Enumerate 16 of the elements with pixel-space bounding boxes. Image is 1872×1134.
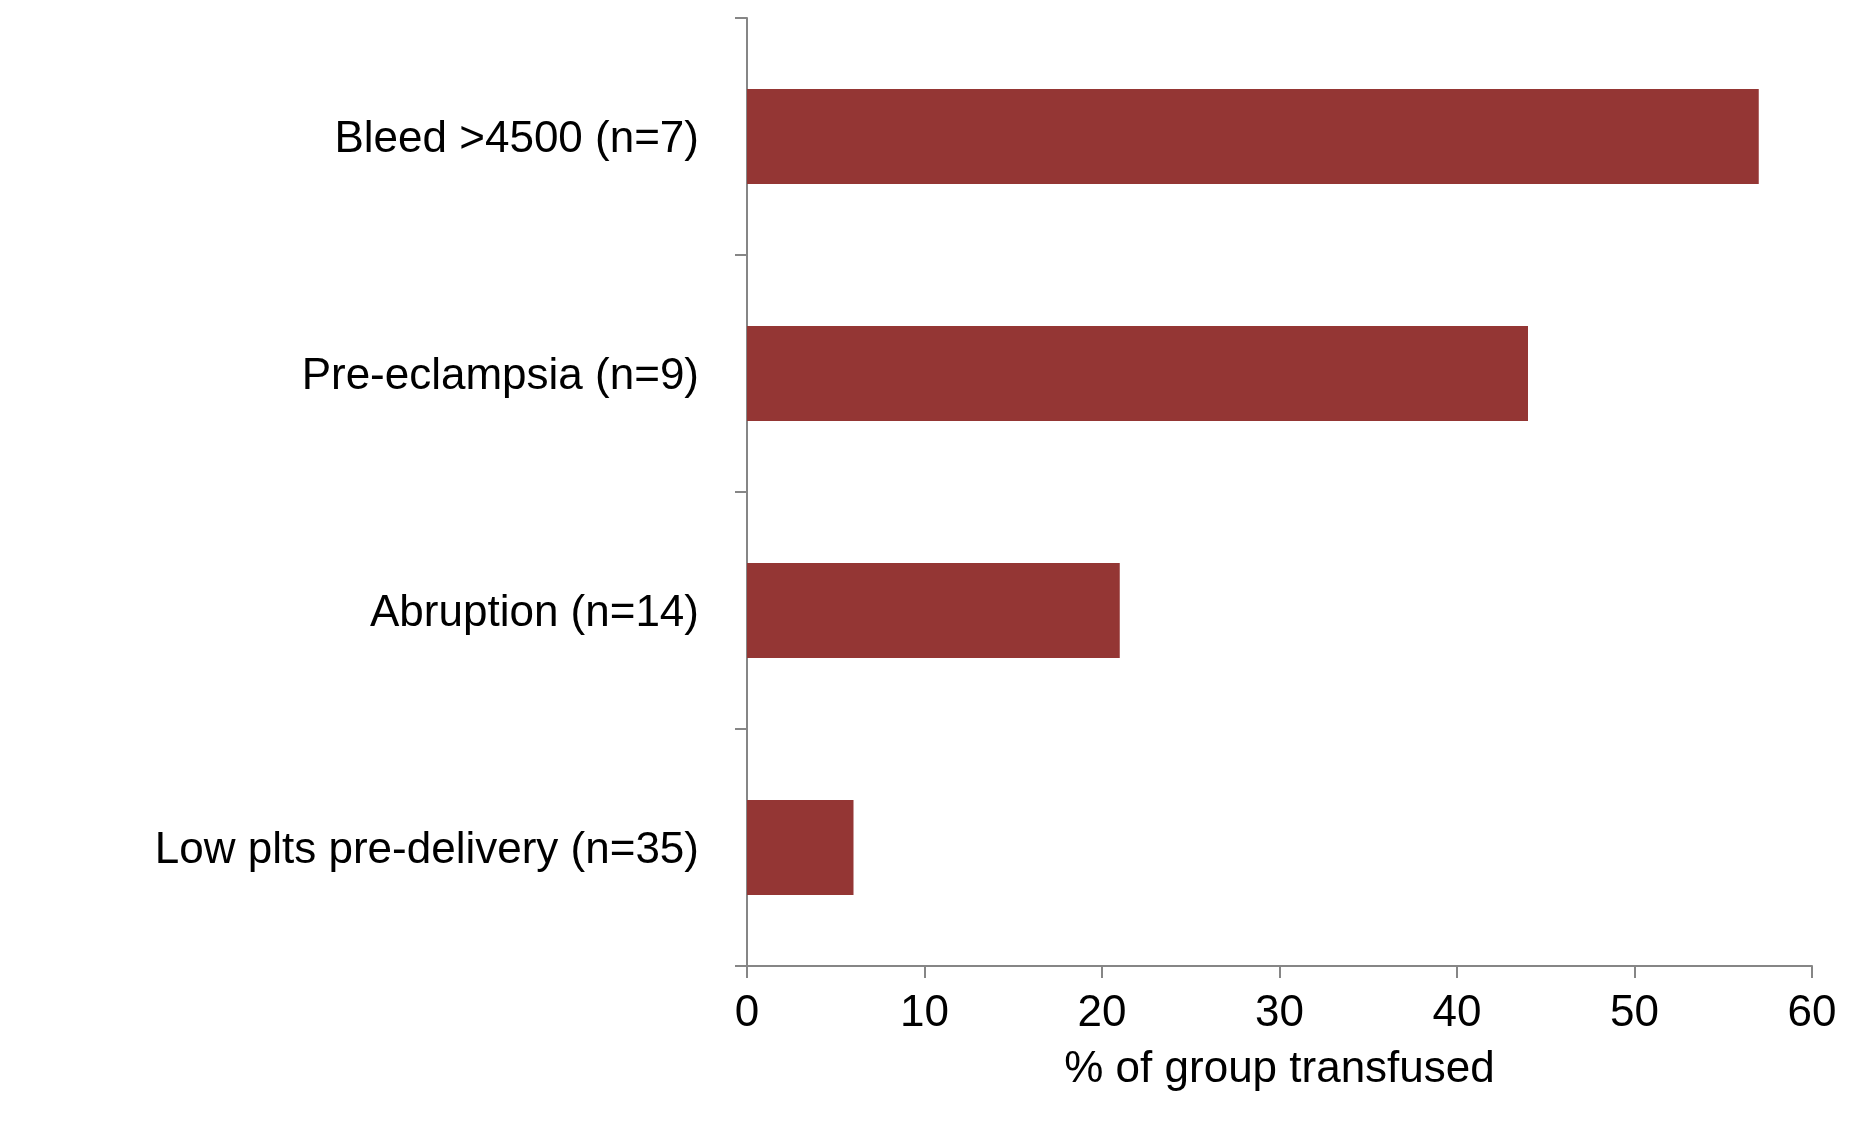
y-tick-label: Bleed >4500 (n=7) xyxy=(334,112,699,161)
y-tick-label: Abruption (n=14) xyxy=(370,586,699,635)
x-tick-label: 30 xyxy=(1255,985,1304,1035)
x-tick-label: 0 xyxy=(734,985,760,1035)
bar xyxy=(747,326,1528,421)
x-tick-label: 50 xyxy=(1610,985,1659,1035)
bar xyxy=(747,89,1759,184)
x-tick-label: 10 xyxy=(900,985,949,1035)
x-tick-label: 60 xyxy=(1787,985,1837,1035)
x-tick-label: 40 xyxy=(1432,985,1482,1035)
y-tick-label: Low plts pre-delivery (n=35) xyxy=(154,823,699,872)
bar xyxy=(747,800,854,895)
x-tick-label: 20 xyxy=(1077,985,1127,1035)
y-tick-label: Pre-eclampsia (n=9) xyxy=(301,349,699,398)
bar xyxy=(747,563,1120,658)
x-axis-title: % of group transfused xyxy=(1064,1041,1495,1091)
